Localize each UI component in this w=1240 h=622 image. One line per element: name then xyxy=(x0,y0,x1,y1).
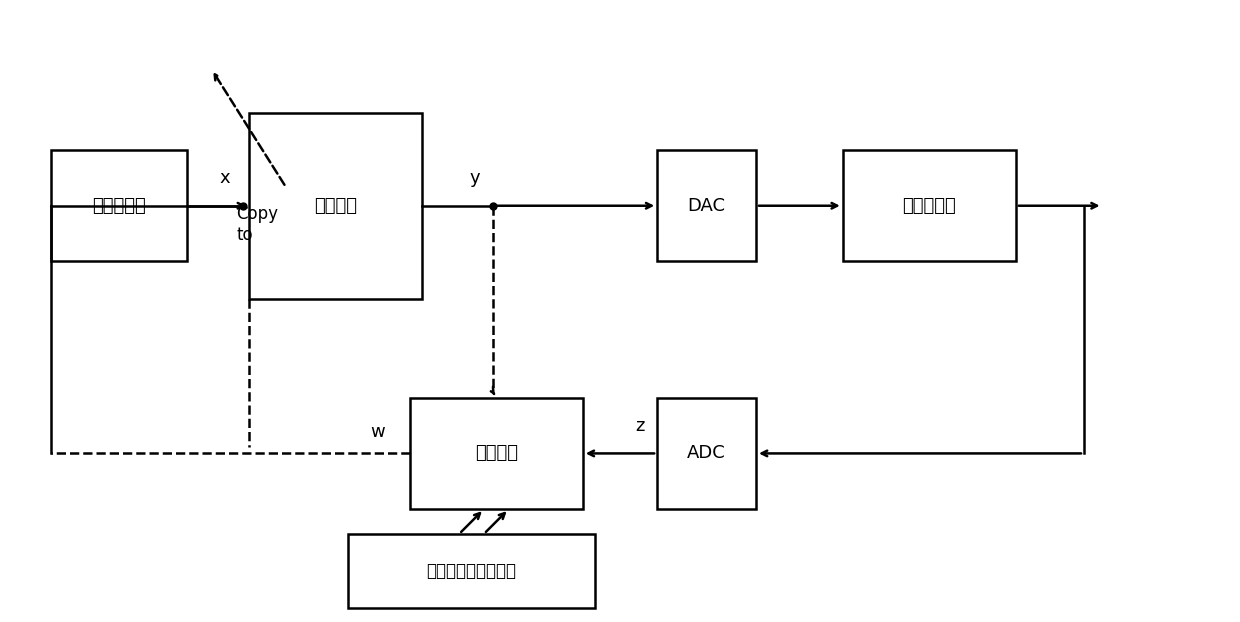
Text: z: z xyxy=(635,417,645,435)
FancyBboxPatch shape xyxy=(51,150,187,261)
FancyBboxPatch shape xyxy=(347,534,595,608)
FancyBboxPatch shape xyxy=(843,150,1016,261)
FancyBboxPatch shape xyxy=(657,150,756,261)
Text: w: w xyxy=(371,423,384,441)
Text: y: y xyxy=(470,169,480,187)
Text: Copy
to: Copy to xyxy=(237,205,279,244)
Text: 稳健性信号源生成器: 稳健性信号源生成器 xyxy=(427,562,517,580)
FancyBboxPatch shape xyxy=(249,113,422,299)
FancyBboxPatch shape xyxy=(657,397,756,509)
Text: 预校正器: 预校正器 xyxy=(314,197,357,215)
FancyBboxPatch shape xyxy=(409,397,583,509)
Text: 自适应器: 自适应器 xyxy=(475,445,518,462)
Text: DAC: DAC xyxy=(688,197,725,215)
Text: 信号发生器: 信号发生器 xyxy=(92,197,146,215)
Text: ADC: ADC xyxy=(687,445,725,462)
Text: x: x xyxy=(219,169,231,187)
Text: 非线性系统: 非线性系统 xyxy=(903,197,956,215)
